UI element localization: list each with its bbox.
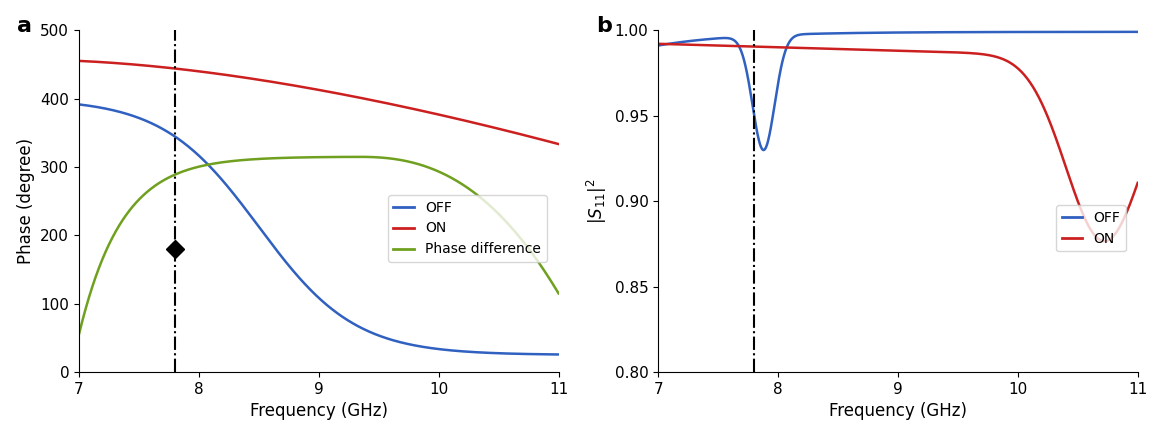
Y-axis label: Phase (degree): Phase (degree): [16, 138, 35, 264]
Text: b: b: [596, 17, 611, 36]
Legend: OFF, ON, Phase difference: OFF, ON, Phase difference: [388, 195, 547, 262]
X-axis label: Frequency (GHz): Frequency (GHz): [829, 402, 967, 420]
Y-axis label: $|S_{11}|^2$: $|S_{11}|^2$: [584, 178, 609, 224]
X-axis label: Frequency (GHz): Frequency (GHz): [250, 402, 388, 420]
Text: a: a: [16, 17, 31, 36]
Legend: OFF, ON: OFF, ON: [1056, 205, 1126, 251]
